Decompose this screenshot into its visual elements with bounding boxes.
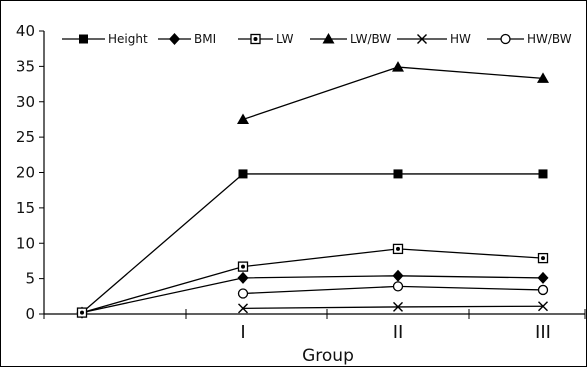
series-hw [238, 301, 548, 314]
data-point-hw [393, 301, 403, 312]
legend-marker-lw-bw [322, 33, 335, 44]
legend-item-lw-bw: LW/BW [310, 32, 391, 46]
data-point-hw-bw [537, 284, 549, 296]
legend-item-bmi: BMI [158, 32, 216, 46]
data-point-lw [392, 243, 404, 255]
series-lw-bw [237, 61, 549, 124]
data-point-height [238, 169, 248, 179]
data-point-lw-bw [392, 61, 404, 72]
data-point-hw-bw [392, 281, 404, 292]
series-lw [76, 243, 549, 318]
axes [39, 30, 586, 319]
y-tick-label: 30 [16, 93, 35, 111]
y-tick-label: 40 [16, 22, 35, 40]
y-tick-label: 25 [16, 128, 35, 146]
series-line-lw [81, 248, 544, 314]
data-point-height [538, 169, 548, 179]
x-axis-title: Group [302, 346, 354, 366]
series-lines [76, 61, 549, 319]
series-line-height [81, 173, 543, 314]
data-point-bmi [392, 269, 404, 282]
series-line-bmi [81, 275, 544, 314]
legend-marker-hw-bw [500, 33, 511, 45]
y-tick-label: 0 [25, 305, 35, 323]
legend-item-height: Height [62, 32, 148, 46]
legend-marker-hw [417, 34, 427, 44]
legend: Height BMI LW LW/BW HW HW/BW [62, 32, 572, 46]
y-tick-label: 5 [25, 270, 35, 288]
y-tick-label: 35 [16, 57, 35, 75]
legend-item-hw: HW [397, 32, 471, 46]
y-tick-label: 10 [16, 234, 35, 252]
legend-marker-bmi [169, 33, 180, 45]
data-point-height [393, 169, 403, 179]
legend-label: Height [108, 32, 148, 46]
legend-item-lw: LW [238, 32, 294, 46]
legend-label: HW [450, 32, 471, 46]
legend-label: BMI [194, 32, 216, 46]
x-tick-label: I [240, 322, 245, 343]
data-point-lw-bw [537, 72, 549, 83]
data-point-lw-bw [237, 113, 249, 124]
data-point-hw-bw [237, 288, 249, 299]
series-hw-bw [237, 281, 549, 299]
data-point-lw [537, 252, 549, 264]
legend-label: LW [276, 32, 294, 46]
legend-marker-height [79, 34, 88, 44]
data-point-hw [538, 301, 548, 312]
y-tick-label: 15 [16, 199, 35, 217]
legend-label: HW/BW [527, 32, 572, 46]
legend-label: LW/BW [350, 32, 391, 46]
data-point-bmi [537, 271, 549, 284]
x-tick-label: III [535, 322, 551, 343]
data-point-hw [238, 303, 248, 314]
y-tick-label: 20 [16, 164, 35, 182]
legend-marker-lw [250, 33, 261, 45]
data-point-lw [76, 307, 88, 318]
x-tick-label: II [393, 322, 404, 343]
legend-item-hw-bw: HW/BW [487, 32, 572, 46]
data-point-bmi [237, 271, 249, 284]
data-point-lw [237, 261, 249, 272]
